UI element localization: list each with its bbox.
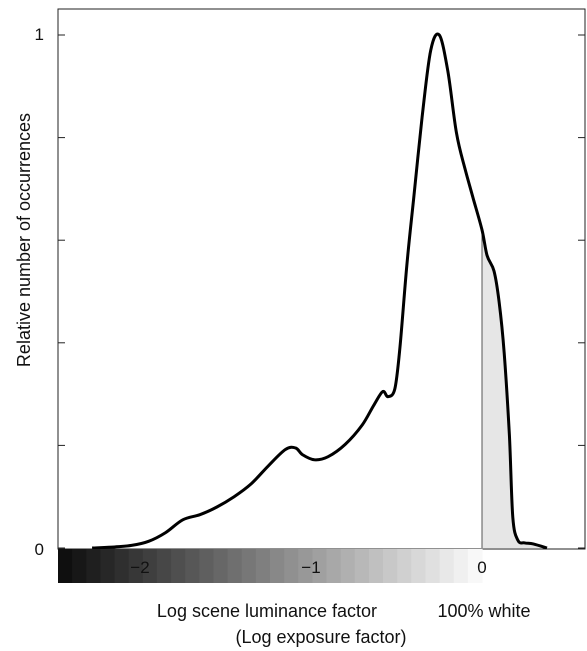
luminance-step [156,549,172,583]
luminance-step [142,549,158,583]
luminance-step [100,549,116,583]
luminance-step [284,549,299,583]
luminance-step [213,549,229,583]
luminance-step [128,549,144,583]
luminance-step [439,549,455,583]
luminance-step [227,549,243,583]
x-axis-label-secondary: (Log exposure factor) [235,627,406,647]
luminance-step [368,549,384,583]
luminance-step [199,549,215,583]
x-tick-label-minus1: −1 [301,558,320,577]
luminance-step [312,549,328,583]
luminance-step [72,549,87,583]
luminance-step [114,549,130,583]
histogram-line [92,32,548,550]
shaded-region [482,229,547,548]
luminance-step [298,549,313,583]
x-tick-label-0: 0 [477,558,486,577]
x-axis-label: Log scene luminance factor [157,601,377,621]
luminance-step [241,549,257,583]
luminance-step [326,549,342,583]
x-tick-label-minus2: −2 [130,558,149,577]
white-annotation: 100% white [437,601,530,621]
luminance-step [185,549,200,583]
luminance-scale-bar [58,549,483,583]
luminance-step [58,549,73,583]
luminance-step [171,549,186,583]
y-tick-label-1: 1 [35,25,44,44]
luminance-step [383,549,398,583]
y-tick-label-0: 0 [35,540,44,559]
luminance-step [255,549,271,583]
luminance-step [453,549,469,583]
luminance-step [86,549,101,583]
luminance-step [270,549,285,583]
luminance-step [340,549,356,583]
luminance-step [467,549,483,583]
luminance-step [425,549,441,583]
y-axis-label: Relative number of occurrences [14,113,34,367]
luminance-step [354,549,370,583]
luminance-step [411,549,427,583]
luminance-step [397,549,412,583]
